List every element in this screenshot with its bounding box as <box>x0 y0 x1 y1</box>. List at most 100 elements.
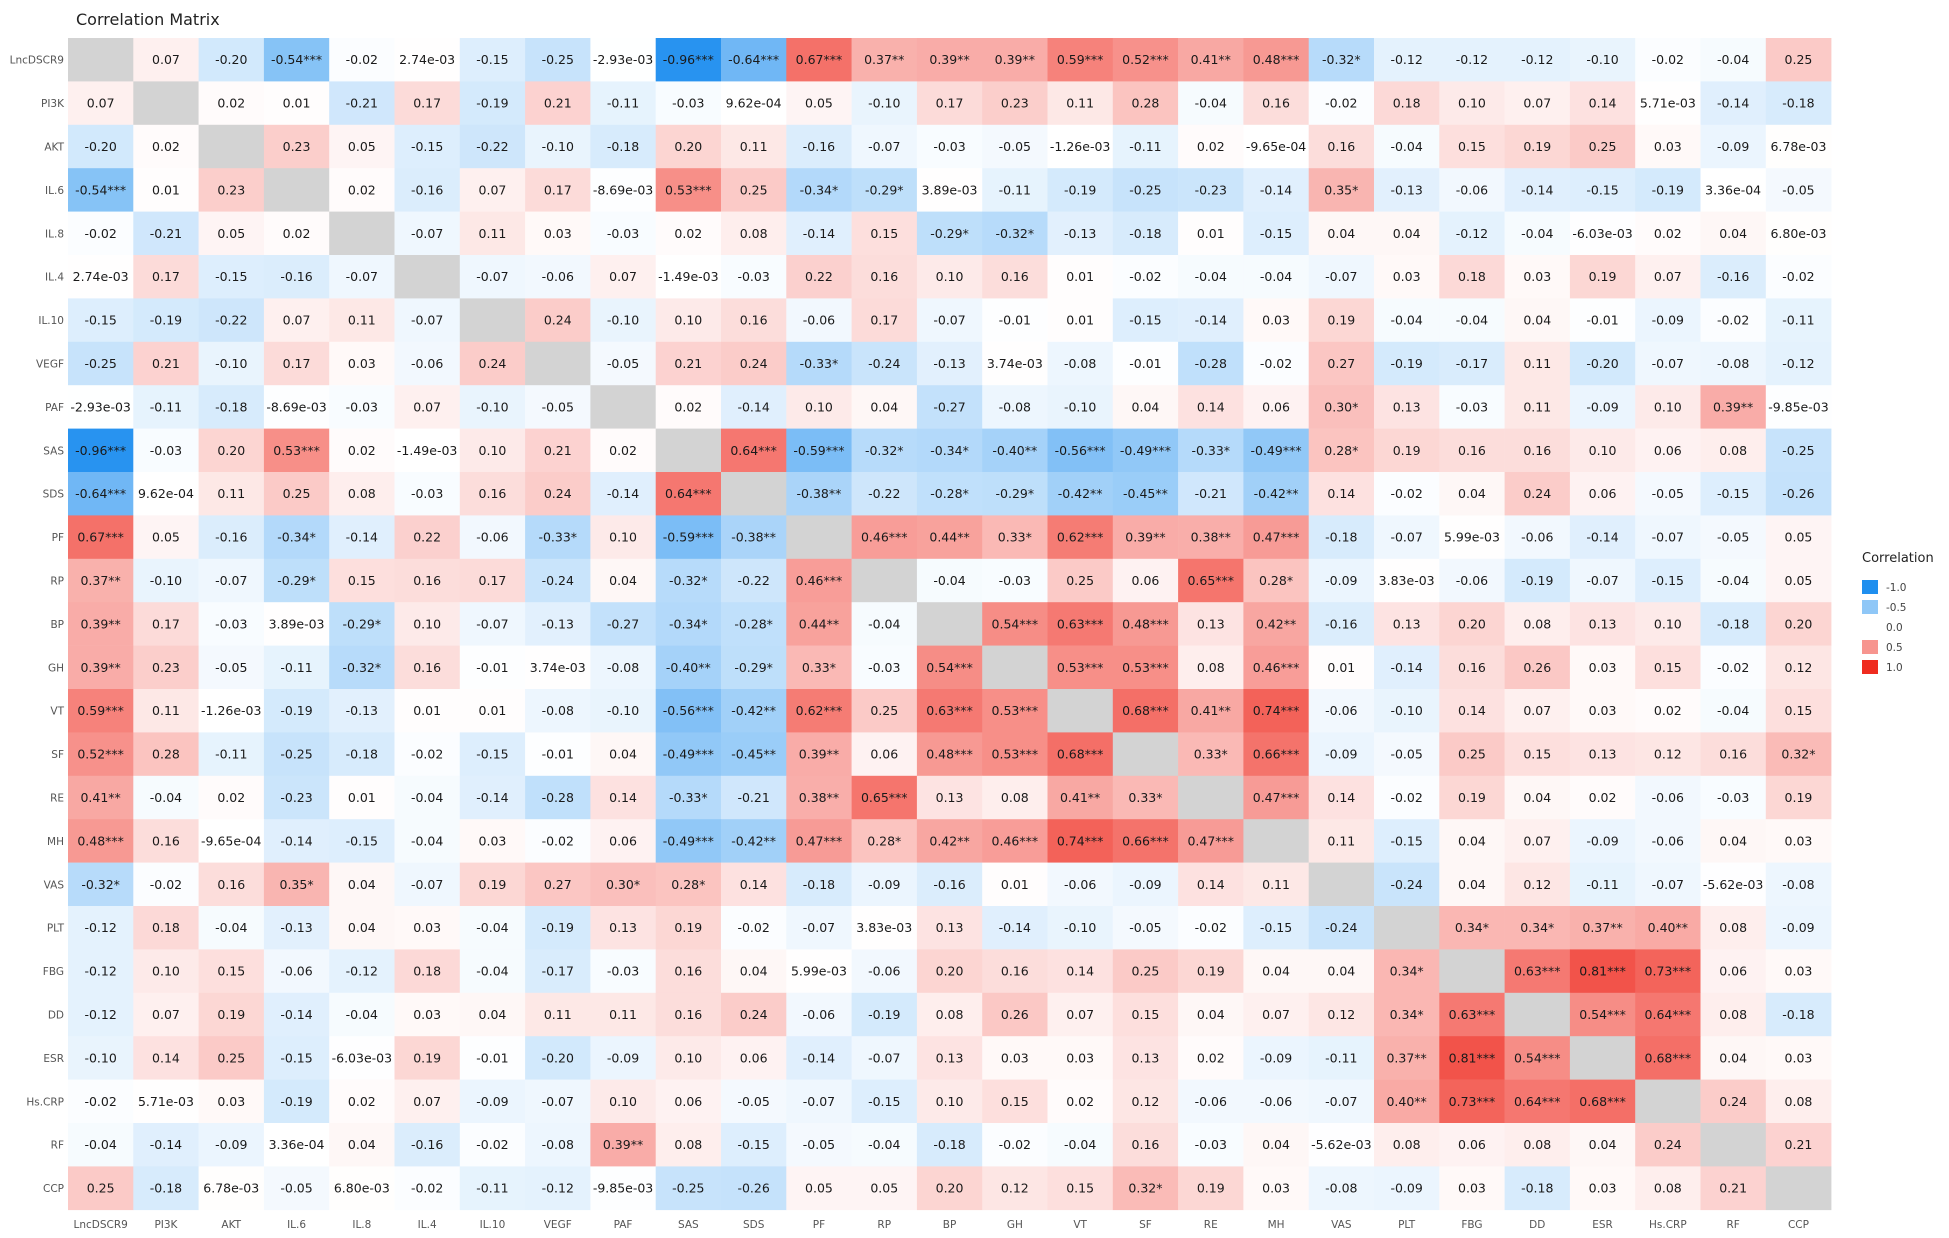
heatmap-cell <box>721 428 787 473</box>
cell-value-label: 0.12 <box>1327 1007 1355 1022</box>
heatmap-cell <box>1243 1166 1309 1211</box>
cell-value-label: -0.59*** <box>793 443 844 458</box>
cell-value-label: -0.07 <box>215 573 247 588</box>
heatmap-cell <box>590 775 656 820</box>
heatmap-cell <box>1439 1079 1505 1124</box>
cell-value-label: -0.18 <box>1717 616 1749 631</box>
row-tick-label: IL.4 <box>45 272 64 284</box>
cell-value-label: -0.07 <box>1652 530 1684 545</box>
cell-value-label: -0.96*** <box>663 52 714 67</box>
cell-value-label: -0.03 <box>607 964 639 979</box>
heatmap-cell <box>459 819 526 863</box>
cell-value-label: -0.09 <box>1325 573 1357 588</box>
cell-value-label: 3.89e-03 <box>922 182 978 197</box>
cell-value-label: -0.34* <box>930 443 969 458</box>
heatmap-cell <box>1178 211 1244 256</box>
heatmap-cell <box>1700 602 1767 646</box>
heatmap-cell <box>459 602 526 646</box>
cell-value-label: 0.46*** <box>861 530 908 545</box>
heatmap-cell <box>1178 1036 1244 1080</box>
heatmap-cell <box>263 1036 330 1080</box>
row-tick-label: LncDSCR9 <box>10 55 64 67</box>
heatmap-cell <box>1047 1079 1114 1124</box>
cell-value-label: -0.24 <box>1390 877 1422 892</box>
cell-value-label: -0.07 <box>476 269 508 284</box>
cell-value-label: 0.64*** <box>1514 1094 1561 1109</box>
heatmap-cell <box>1112 1036 1179 1080</box>
row-tick-label: SDS <box>43 489 65 501</box>
cell-value-label: 0.54*** <box>926 660 973 675</box>
heatmap-cell <box>1635 1123 1701 1167</box>
heatmap-cell <box>1569 211 1636 256</box>
heatmap-cell <box>851 906 918 950</box>
cell-value-label: 0.04 <box>1589 1137 1617 1152</box>
column-tick-label: AKT <box>221 1219 241 1231</box>
cell-value-label: -0.54*** <box>271 52 322 67</box>
cell-value-label: 0.17 <box>479 573 507 588</box>
heatmap-cell <box>68 81 134 126</box>
heatmap-cell <box>68 428 134 473</box>
heatmap-cell <box>1635 602 1701 646</box>
cell-value-label: -0.15 <box>411 139 443 154</box>
heatmap-cell <box>133 1166 199 1211</box>
cell-value-label: -0.56*** <box>663 703 714 718</box>
cell-value-label: 0.81*** <box>1579 964 1626 979</box>
cell-value-label: -0.07 <box>803 1094 835 1109</box>
cell-value-label: -0.29* <box>996 486 1035 501</box>
cell-value-label: -0.19 <box>280 1094 312 1109</box>
cell-value-label: 0.11 <box>479 226 507 241</box>
heatmap-cell <box>133 1036 199 1080</box>
heatmap-cell <box>1635 689 1701 733</box>
heatmap-cell <box>1243 558 1309 603</box>
heatmap-cell <box>786 38 852 82</box>
cell-value-label: 0.46*** <box>992 833 1039 848</box>
cell-value-label: -0.14 <box>803 1050 835 1065</box>
cell-value-label: -0.09 <box>215 1137 247 1152</box>
heatmap-cell <box>655 689 722 733</box>
heatmap-cell <box>394 1036 461 1080</box>
heatmap-cell <box>1439 38 1505 82</box>
cell-value-label: 0.03 <box>413 920 441 935</box>
heatmap-cell <box>916 81 983 126</box>
cell-value-label: 0.03 <box>1785 833 1813 848</box>
heatmap-cell <box>982 1123 1048 1167</box>
heatmap-cell <box>1439 1123 1505 1167</box>
heatmap-cell <box>1504 38 1571 82</box>
heatmap-cell <box>525 168 591 212</box>
cell-value-label: 0.73*** <box>1645 964 1692 979</box>
heatmap-cell <box>1700 81 1767 126</box>
cell-value-label: -0.16 <box>1717 269 1749 284</box>
cell-value-label: 0.17 <box>544 182 572 197</box>
row-tick-label: PLT <box>47 923 65 935</box>
heatmap-cell <box>1243 515 1309 560</box>
heatmap-cell <box>198 558 265 603</box>
heatmap-cell <box>394 515 461 560</box>
cell-value-label: 0.34* <box>1520 920 1554 935</box>
cell-value-label: -9.85e-03 <box>1768 399 1828 414</box>
heatmap-cell <box>1635 992 1701 1037</box>
heatmap-cell <box>525 1036 591 1080</box>
cell-value-label: -0.18 <box>346 747 378 762</box>
heatmap-cell <box>721 211 787 256</box>
heatmap-cell <box>1439 255 1505 299</box>
cell-value-label: -0.15 <box>1390 833 1422 848</box>
heatmap-cell <box>916 775 983 820</box>
cell-value-label: -0.01 <box>999 313 1031 328</box>
heatmap-cell <box>655 1123 722 1167</box>
cell-value-label: 0.42** <box>1256 616 1296 631</box>
cell-value-label: -0.33* <box>669 790 708 805</box>
heatmap-cell <box>1374 168 1440 212</box>
heatmap-cell <box>1569 341 1636 386</box>
cell-value-label: -0.02 <box>1390 486 1422 501</box>
heatmap-cell <box>786 602 852 646</box>
heatmap-cell <box>133 81 199 126</box>
column-tick-label: PLT <box>1398 1219 1416 1231</box>
cell-value-label: 0.08 <box>1719 1007 1747 1022</box>
cell-value-label: -0.19 <box>542 920 574 935</box>
cell-value-label: 0.21 <box>1719 1181 1747 1196</box>
heatmap-cell <box>1504 602 1571 646</box>
heatmap-cell <box>721 1123 787 1167</box>
heatmap-cell <box>590 1036 656 1080</box>
cell-value-label: 0.37** <box>80 573 120 588</box>
